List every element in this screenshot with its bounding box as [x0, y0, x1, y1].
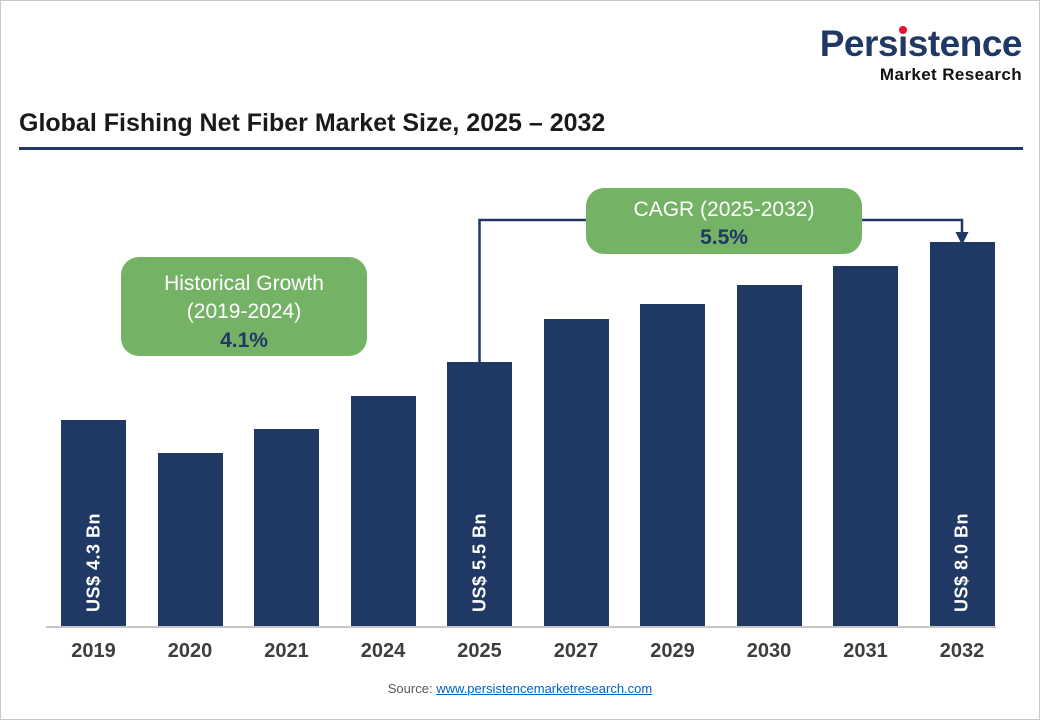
bar-2020: [157, 453, 223, 626]
bar-2019: US$ 4.3 Bn: [61, 420, 126, 626]
bar-2025: US$ 5.5 Bn: [447, 362, 512, 626]
x-axis-label-2025: 2025: [457, 640, 502, 662]
cagr-value: 5.5%: [700, 226, 748, 250]
brand-name: Persi stence: [819, 23, 1023, 64]
title-divider: [19, 147, 1023, 150]
historical-growth-callout: Historical Growth (2019-2024) 4.1%: [121, 257, 367, 356]
bar-2024: [350, 396, 416, 626]
historical-growth-label: Historical Growth: [164, 272, 324, 295]
bar-2021: [254, 429, 319, 626]
brand-subtitle: Market Research: [879, 65, 1022, 84]
bar-value-label-2019: US$ 4.3 Bn: [83, 512, 103, 612]
bar-2030: [736, 285, 802, 626]
bar-value-label-2032: US$ 8.0 Bn: [951, 512, 972, 612]
historical-growth-period: (2019-2024): [186, 300, 302, 324]
bar-2031: [833, 266, 898, 626]
x-axis-label-2030: 2030: [746, 640, 792, 662]
x-axis-label-2019: 2019: [71, 640, 116, 662]
source-link[interactable]: www.persistencemarketresearch.com: [436, 681, 653, 696]
bar-value-label-2025: US$ 5.5 Bn: [469, 512, 489, 612]
bar-2032: US$ 8.0 Bn: [929, 242, 995, 626]
x-axis-label-2029: 2029: [650, 640, 695, 662]
cagr-label: CAGR (2025-2032): [633, 198, 815, 221]
page-title: Global Fishing Net Fiber Market Size, 20…: [19, 109, 606, 137]
x-axis-label-2027: 2027: [553, 640, 599, 662]
brand-logo: Persi stence Market Research: [819, 23, 1023, 85]
x-axis-label-2020: 2020: [167, 640, 213, 662]
x-axis-line: [46, 626, 996, 628]
bar-2027: [543, 319, 609, 626]
x-axis-label-2032: 2032: [939, 640, 985, 662]
historical-growth-value: 4.1%: [220, 328, 268, 352]
logo-red-dot-icon: [898, 26, 907, 34]
bar-2029: [640, 304, 705, 626]
x-axis-label-2031: 2031: [843, 640, 888, 662]
cagr-callout: CAGR (2025-2032) 5.5%: [586, 188, 862, 254]
source-prefix: Source:: [387, 681, 433, 696]
x-axis-label-2024: 2024: [360, 640, 406, 662]
source-line: Source: www.persistencemarketresearch.co…: [1, 681, 1039, 696]
x-axis-label-2021: 2021: [264, 640, 309, 662]
